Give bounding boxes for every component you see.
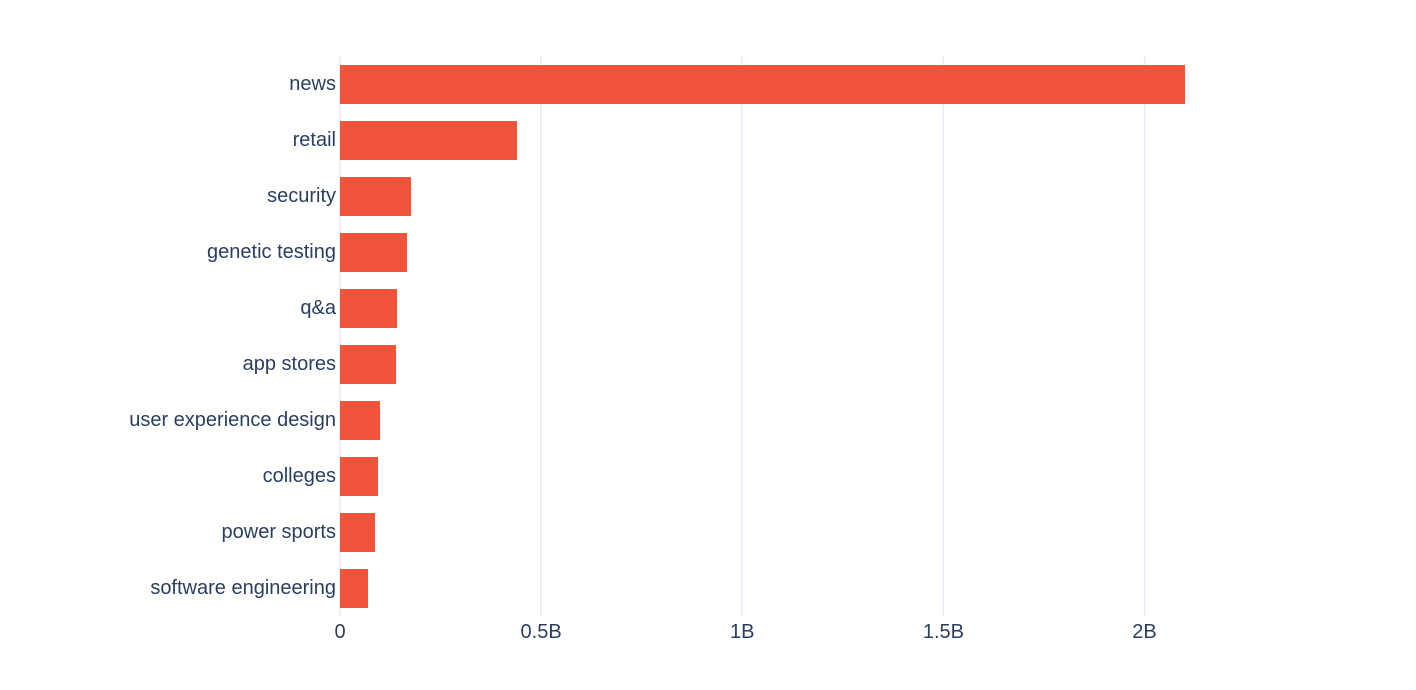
bar-row xyxy=(340,448,1402,504)
bar-row xyxy=(340,56,1402,112)
category-label: news xyxy=(289,73,336,95)
bar[interactable] xyxy=(340,64,1185,104)
bar-row xyxy=(340,392,1402,448)
gridline xyxy=(741,56,744,616)
x-tick-label: 1B xyxy=(730,621,755,643)
zero-line xyxy=(339,56,341,616)
bar-row xyxy=(340,504,1402,560)
bar[interactable] xyxy=(340,176,412,216)
bar-row xyxy=(340,336,1402,392)
bar[interactable] xyxy=(340,288,398,328)
bar[interactable] xyxy=(340,400,381,440)
category-label: security xyxy=(267,185,336,207)
category-label: retail xyxy=(292,129,336,151)
bar[interactable] xyxy=(340,232,408,272)
bar[interactable] xyxy=(340,344,396,384)
plot-area xyxy=(339,56,1402,616)
x-tick-label: 0 xyxy=(334,621,346,643)
gridline xyxy=(1143,56,1146,616)
category-label: software engineering xyxy=(150,577,336,599)
bar-row xyxy=(340,224,1402,280)
bar[interactable] xyxy=(340,568,369,608)
bar[interactable] xyxy=(340,456,378,496)
bar[interactable] xyxy=(340,512,375,552)
category-label: user experience design xyxy=(129,409,336,431)
x-axis: 0 0.5B 1B 1.5B 2B xyxy=(334,621,1402,651)
bar-row xyxy=(340,168,1402,224)
gridline xyxy=(540,56,543,616)
category-label: genetic testing xyxy=(207,241,336,263)
gridline xyxy=(942,56,945,616)
bar-row xyxy=(340,560,1402,616)
category-label: power sports xyxy=(221,521,337,543)
bar-row xyxy=(340,112,1402,168)
y-axis-labels: news retail security genetic testing q&a app … xyxy=(0,56,336,616)
category-label: q&a xyxy=(300,297,336,319)
x-tick-label: 2B xyxy=(1132,621,1157,643)
category-label: colleges xyxy=(262,465,336,487)
bar[interactable] xyxy=(340,120,517,160)
x-tick-label: 0.5B xyxy=(520,621,562,643)
x-tick-label: 1.5B xyxy=(922,621,964,643)
category-label: app stores xyxy=(242,353,336,375)
bar-row xyxy=(340,280,1402,336)
